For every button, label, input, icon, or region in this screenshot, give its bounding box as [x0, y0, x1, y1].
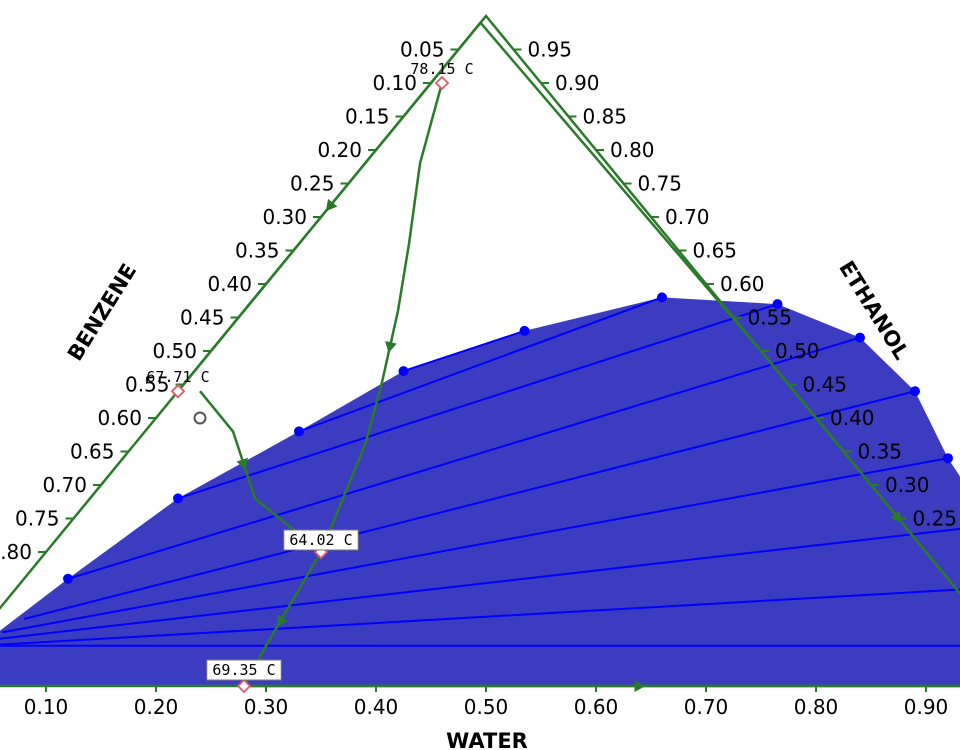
right-tick-label: 0.65 [693, 239, 738, 263]
tie-line [0, 527, 960, 640]
azeotrope-marker [236, 678, 252, 694]
equilibrium-points-layer [63, 292, 953, 584]
bottom-tick-label: 0.60 [574, 695, 619, 719]
azeotrope-label-box [206, 659, 282, 681]
left-tick-label: 0.25 [290, 172, 335, 196]
left-tick-label: 0.60 [97, 406, 142, 430]
residue-curve-arrow [236, 457, 248, 471]
equilibrium-point [294, 426, 304, 437]
azeotrope-label-box [283, 529, 359, 551]
equilibrium-point [398, 366, 409, 377]
bottom-tick-label: 0.30 [244, 695, 289, 719]
tick-labels-layer: 0.10 0.20 0.30 0.40 0.50 0.60 0.70 0.80 0.90 0.05… [0, 38, 957, 720]
residue-curve-arrow [890, 510, 902, 523]
right-tick-label: 0.95 [528, 38, 573, 62]
azeotrope-label: 64.02 C [289, 531, 352, 549]
left-tick-label: 0.20 [317, 138, 362, 162]
right-tick-label: 0.35 [858, 440, 903, 464]
left-tick-label: 0.40 [207, 272, 252, 296]
residue-curves-layer [177, 21, 960, 692]
equilibrium-point [63, 573, 73, 584]
right-tick-label: 0.30 [885, 473, 930, 497]
tie-line [23, 390, 916, 620]
left-axis-title: BENZENE [63, 260, 141, 366]
right-tick-label: 0.60 [720, 272, 765, 296]
equilibrium-point [943, 453, 953, 464]
left-tick-label: 0.80 [0, 540, 32, 564]
tie-line [403, 329, 525, 373]
bottom-tick-label: 0.20 [134, 695, 179, 719]
azeotrope-label: 78.15 C [410, 60, 473, 78]
tie-line [0, 588, 960, 646]
left-tick-label: 0.05 [400, 38, 445, 62]
left-tick-label: 0.35 [235, 239, 280, 263]
tie-line [177, 303, 778, 500]
left-tick-label: 0.70 [42, 473, 87, 497]
azeotrope-marker [170, 383, 186, 399]
equilibrium-point [657, 292, 667, 303]
azeotrope-labels-layer: 78.15 C 67.71 C 64.02 C 69.35 C [146, 60, 474, 694]
right-tick-label: 0.50 [775, 339, 820, 363]
feed-point-marker [193, 411, 207, 425]
bottom-axis-title: WATER [446, 729, 528, 750]
right-tick-label: 0.75 [638, 172, 683, 196]
residue-curve-arrow [634, 680, 646, 692]
azeotrope-label: 69.35 C [212, 661, 275, 679]
left-tick-label: 0.15 [345, 105, 390, 129]
equilibrium-point [910, 386, 920, 397]
equilibrium-point [173, 493, 183, 504]
equilibrium-point [772, 299, 783, 310]
left-tick-label: 0.30 [262, 205, 307, 229]
right-tick-label: 0.70 [665, 205, 710, 229]
right-tick-label: 0.85 [583, 105, 628, 129]
right-tick-label: 0.40 [830, 406, 875, 430]
bottom-tick-label: 0.40 [354, 695, 399, 719]
left-tick-label: 0.75 [15, 507, 60, 531]
right-tick-label: 0.45 [803, 373, 848, 397]
bottom-tick-label: 0.10 [24, 695, 69, 719]
bottom-tick-label: 0.90 [904, 695, 949, 719]
left-tick-label: 0.65 [70, 440, 115, 464]
left-tick-label: 0.50 [152, 339, 197, 363]
right-tick-label: 0.90 [555, 71, 600, 95]
right-tick-label: 0.55 [748, 306, 793, 330]
tie-line [298, 296, 663, 433]
right-tick-label: 0.25 [913, 507, 958, 531]
residue-curve [479, 21, 960, 596]
tie-lines-layer [0, 296, 960, 647]
residue-curve-arrow [385, 340, 397, 354]
right-tick-label: 0.80 [610, 138, 655, 162]
residue-curve-arrow [325, 198, 338, 212]
equilibrium-point [855, 332, 865, 343]
equilibrium-point [519, 325, 530, 336]
tie-line [1, 457, 949, 634]
left-tick-label: 0.10 [372, 71, 417, 95]
left-tick-label: 0.45 [180, 306, 225, 330]
tie-line [67, 336, 861, 580]
left-tick-label: 0.55 [125, 373, 170, 397]
azeotrope-marker [434, 75, 450, 91]
residue-curve-arrow [276, 614, 288, 628]
bottom-tick-label: 0.70 [684, 695, 729, 719]
bottom-tick-label: 0.50 [464, 695, 509, 719]
azeotrope-label: 67.71 C [146, 368, 209, 386]
bottom-tick-label: 0.80 [794, 695, 839, 719]
